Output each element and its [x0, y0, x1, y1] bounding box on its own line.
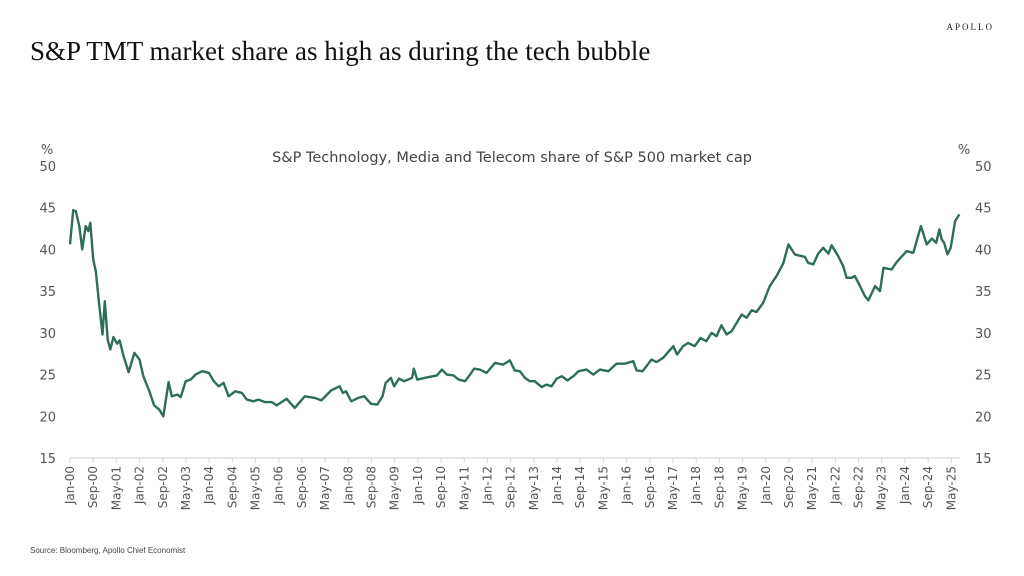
x-tick-label: May-15 — [596, 466, 610, 510]
x-tick-label: Sep-02 — [156, 466, 170, 508]
x-tick-label: Jan-18 — [689, 466, 703, 505]
page-title: S&P TMT market share as high as during t… — [30, 36, 651, 66]
y-tick-label-right: 35 — [975, 285, 992, 300]
y-tick-label-left: 15 — [39, 452, 56, 467]
x-tick-label: Sep-06 — [295, 466, 309, 508]
x-tick-label: Jan-08 — [341, 466, 355, 505]
y-tick-label-left: 45 — [39, 202, 56, 217]
x-tick-label: May-05 — [249, 466, 263, 510]
x-tick-label: May-09 — [388, 466, 402, 510]
x-tick-label: Sep-20 — [782, 466, 796, 508]
x-tick-label: May-19 — [736, 466, 750, 510]
x-tick-label: Sep-16 — [643, 466, 657, 508]
x-tick-label: Jan-10 — [411, 466, 425, 505]
y-tick-label-right: 25 — [975, 369, 992, 384]
y-tick-label-right: 20 — [975, 410, 992, 425]
y-tick-label-right: 50 — [975, 160, 992, 175]
x-tick-label: Jan-14 — [550, 466, 564, 505]
y-tick-label-left: 25 — [39, 369, 56, 384]
x-tick-label: Jan-02 — [133, 466, 147, 505]
x-tick-label: Sep-04 — [225, 466, 239, 508]
x-tick-label: May-03 — [179, 466, 193, 510]
y-axis-label-right: % — [958, 143, 970, 158]
x-tick-label: Jan-04 — [202, 466, 216, 505]
x-tick-label: May-01 — [109, 466, 123, 510]
y-tick-label-left: 30 — [39, 327, 56, 342]
y-axis-label-left: % — [41, 143, 53, 158]
x-tick-label: Sep-18 — [712, 466, 726, 508]
x-tick-label: Jan-20 — [759, 466, 773, 505]
x-tick-label: May-11 — [457, 466, 471, 510]
x-tick-label: May-13 — [527, 466, 541, 510]
y-tick-label-right: 40 — [975, 243, 992, 258]
x-tick-label: Sep-24 — [921, 466, 935, 508]
y-tick-label-left: 50 — [39, 160, 56, 175]
series-line — [68, 209, 961, 418]
x-tick-label: May-07 — [318, 466, 332, 510]
y-tick-label-right: 30 — [975, 327, 992, 342]
y-tick-label-left: 20 — [39, 410, 56, 425]
source-note: Source: Bloomberg, Apollo Chief Economis… — [30, 546, 186, 555]
x-tick-label: Sep-22 — [852, 466, 866, 508]
x-tick-label: Sep-14 — [573, 466, 587, 508]
x-tick-label: Jan-06 — [272, 466, 286, 505]
y-tick-label-left: 35 — [39, 285, 56, 300]
x-tick-label: Sep-00 — [86, 466, 100, 508]
x-tick-label: Jan-12 — [480, 466, 494, 505]
x-tick-label: Jan-16 — [620, 466, 634, 505]
x-tick-label: May-21 — [805, 466, 819, 510]
x-tick-label: Sep-08 — [364, 466, 378, 508]
x-tick-label: May-25 — [944, 466, 958, 510]
y-tick-label-right: 45 — [975, 202, 992, 217]
x-tick-label: Jan-00 — [63, 466, 77, 505]
x-tick-label: Sep-12 — [504, 466, 518, 508]
chart-title: S&P Technology, Media and Telecom share … — [272, 150, 752, 166]
x-tick-label: May-23 — [875, 466, 889, 510]
y-tick-label-right: 15 — [975, 452, 992, 467]
y-tick-label-left: 40 — [39, 243, 56, 258]
x-tick-label: May-17 — [666, 466, 680, 510]
brand-logo: APOLLO — [946, 22, 994, 32]
x-tick-label: Jan-22 — [828, 466, 842, 505]
x-tick-label: Sep-10 — [434, 466, 448, 508]
x-tick-label: Jan-24 — [898, 466, 912, 505]
